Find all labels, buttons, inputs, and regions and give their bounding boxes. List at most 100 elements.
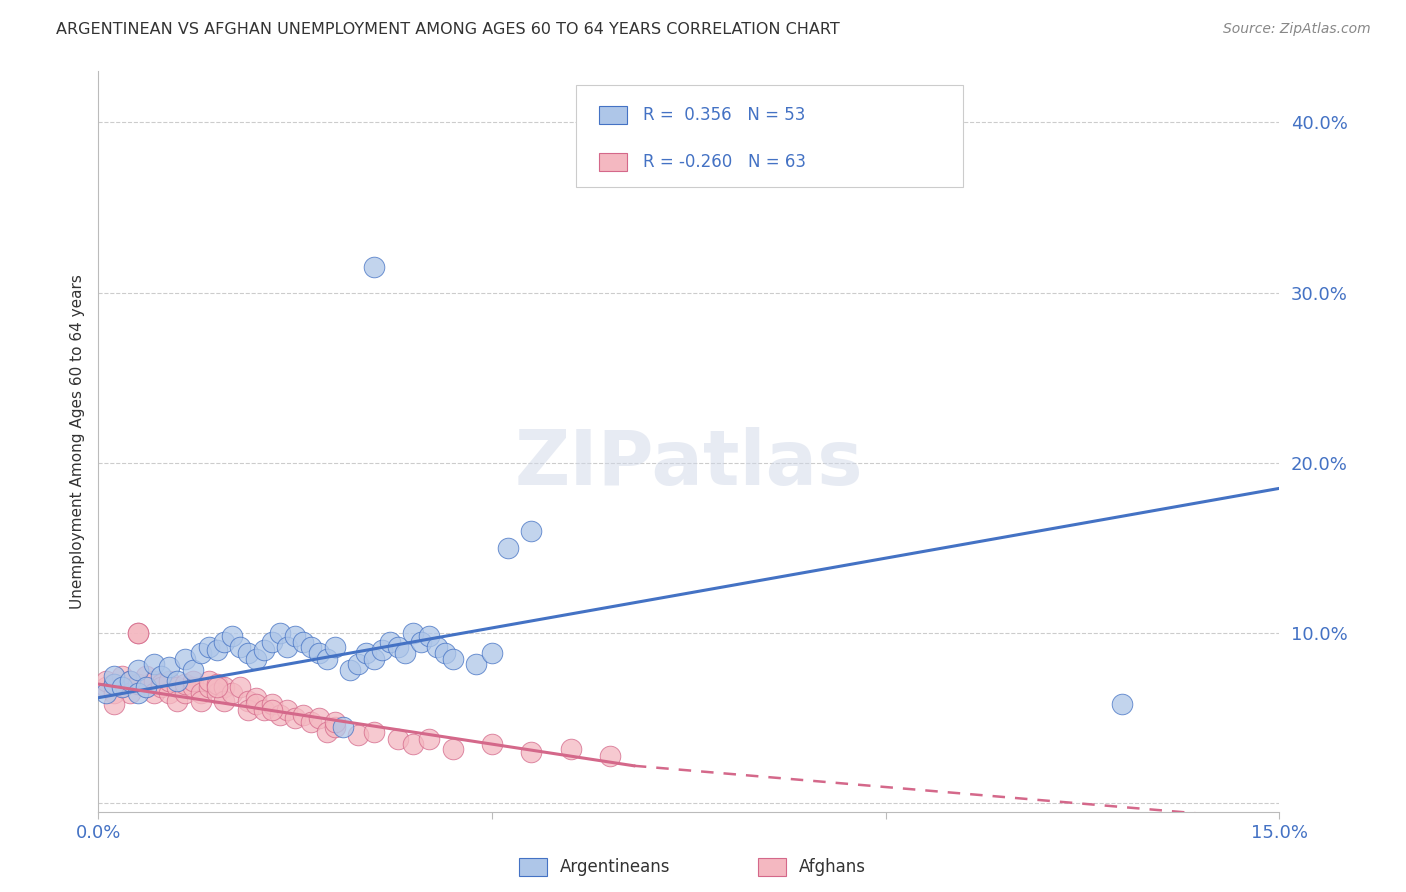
Point — [214, 634, 236, 648]
Point — [174, 677, 197, 691]
Text: ARGENTINEAN VS AFGHAN UNEMPLOYMENT AMONG AGES 60 TO 64 YEARS CORRELATION CHART: ARGENTINEAN VS AFGHAN UNEMPLOYMENT AMONG… — [56, 22, 839, 37]
Point — [433, 647, 456, 661]
Point — [103, 677, 125, 691]
Point — [245, 698, 267, 712]
Point — [150, 681, 173, 695]
Point — [205, 685, 228, 699]
Point — [284, 629, 307, 643]
Text: Argentineans: Argentineans — [560, 858, 671, 876]
Point — [260, 703, 283, 717]
Point — [190, 694, 212, 708]
Point — [363, 724, 385, 739]
Point — [481, 647, 503, 661]
Point — [197, 640, 219, 654]
Point — [387, 731, 409, 746]
Point — [111, 681, 134, 695]
Point — [127, 677, 149, 691]
Point — [245, 690, 267, 705]
Point — [221, 685, 243, 699]
Point — [339, 664, 361, 678]
Point — [315, 651, 337, 665]
Point — [253, 643, 276, 657]
Point — [520, 745, 543, 759]
Point — [292, 634, 315, 648]
Point — [127, 626, 149, 640]
Point — [418, 731, 440, 746]
Point — [323, 640, 346, 654]
Point — [292, 707, 315, 722]
Point — [135, 668, 157, 682]
Point — [96, 673, 118, 688]
Text: Source: ZipAtlas.com: Source: ZipAtlas.com — [1223, 22, 1371, 37]
Point — [371, 643, 394, 657]
Point — [236, 703, 259, 717]
Point — [118, 685, 141, 699]
Point — [269, 707, 291, 722]
Point — [323, 714, 346, 729]
Point — [229, 681, 252, 695]
Point — [103, 668, 125, 682]
Point — [205, 681, 228, 695]
Point — [363, 651, 385, 665]
Point — [363, 260, 385, 274]
Point — [441, 741, 464, 756]
Point — [150, 677, 173, 691]
Point — [260, 698, 283, 712]
Point — [402, 737, 425, 751]
Point — [197, 681, 219, 695]
Point — [127, 626, 149, 640]
Point — [323, 720, 346, 734]
Point — [269, 626, 291, 640]
Point — [229, 640, 252, 654]
Point — [166, 681, 188, 695]
Point — [284, 711, 307, 725]
Point — [135, 681, 157, 695]
Point — [465, 657, 488, 671]
Point — [190, 685, 212, 699]
Text: ZIPatlas: ZIPatlas — [515, 426, 863, 500]
Point — [332, 720, 354, 734]
Point — [394, 647, 416, 661]
Point — [236, 694, 259, 708]
Point — [354, 647, 377, 661]
Point — [347, 657, 370, 671]
Point — [299, 640, 322, 654]
Point — [276, 703, 298, 717]
Point — [127, 685, 149, 699]
Point — [426, 640, 449, 654]
Point — [197, 673, 219, 688]
Point — [347, 728, 370, 742]
Point — [157, 660, 180, 674]
Point — [411, 634, 433, 648]
Point — [157, 685, 180, 699]
Point — [560, 741, 582, 756]
Point — [205, 643, 228, 657]
Point — [181, 664, 204, 678]
Point — [496, 541, 519, 555]
Point — [103, 685, 125, 699]
Point — [299, 714, 322, 729]
Point — [245, 651, 267, 665]
Point — [214, 681, 236, 695]
Point — [236, 647, 259, 661]
Point — [142, 673, 165, 688]
Point — [103, 698, 125, 712]
Point — [174, 651, 197, 665]
Point — [1111, 698, 1133, 712]
Point — [96, 685, 118, 699]
Point — [118, 673, 141, 688]
Point — [481, 737, 503, 751]
Point — [599, 748, 621, 763]
Point — [402, 626, 425, 640]
Point — [221, 629, 243, 643]
Point — [260, 634, 283, 648]
Point — [418, 629, 440, 643]
Point — [96, 681, 118, 695]
Point — [174, 685, 197, 699]
Point — [214, 694, 236, 708]
Point — [190, 647, 212, 661]
Point — [308, 711, 330, 725]
Y-axis label: Unemployment Among Ages 60 to 64 years: Unemployment Among Ages 60 to 64 years — [69, 274, 84, 609]
Point — [135, 681, 157, 695]
Point — [253, 703, 276, 717]
